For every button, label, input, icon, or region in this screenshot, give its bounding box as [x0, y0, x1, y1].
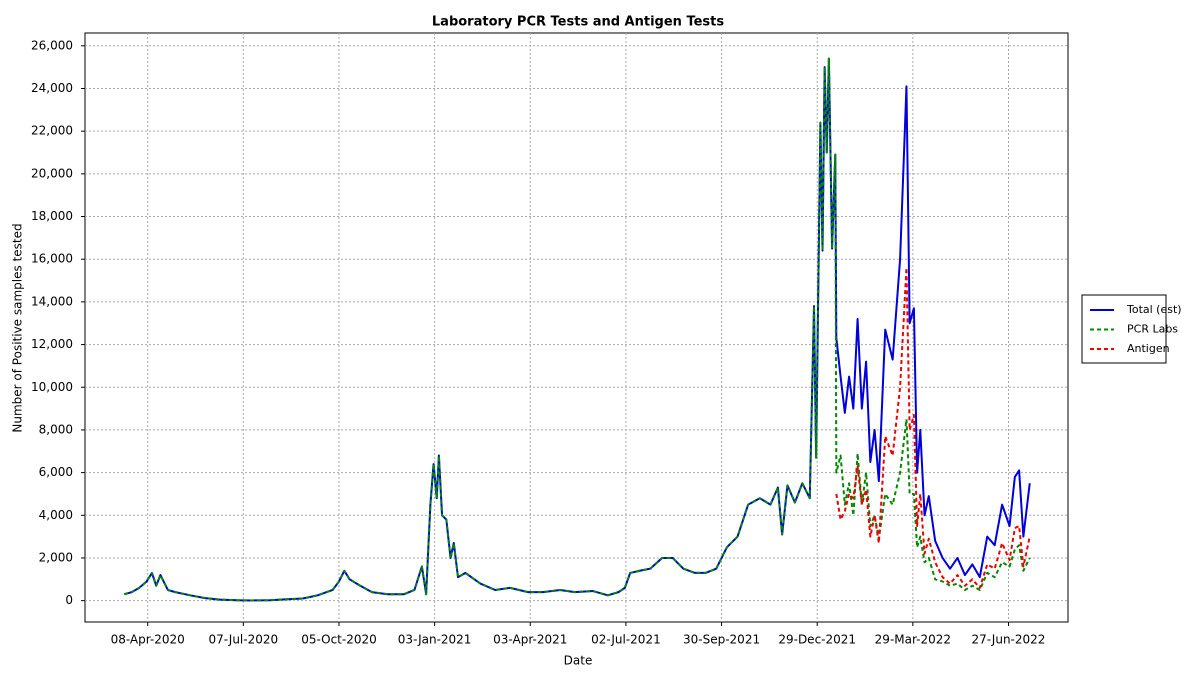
y-tick-label: 16,000 [31, 252, 73, 266]
x-tick-label: 08-Apr-2020 [111, 633, 185, 647]
x-tick-label: 07-Jul-2020 [209, 633, 279, 647]
x-tick-label: 02-Jul-2021 [591, 633, 661, 647]
y-axis-label: Number of Positive samples tested [11, 223, 25, 432]
y-tick-label: 24,000 [31, 81, 73, 95]
legend-label: Antigen [1127, 342, 1170, 355]
chart-title: Laboratory PCR Tests and Antigen Tests [432, 15, 724, 30]
y-tick-label: 4,000 [39, 508, 73, 522]
x-tick-label: 29-Mar-2022 [875, 633, 951, 647]
y-tick-label: 26,000 [31, 38, 73, 52]
x-tick-label: 27-Jun-2022 [972, 633, 1046, 647]
x-tick-label: 29-Dec-2021 [778, 633, 856, 647]
y-tick-label: 20,000 [31, 166, 73, 180]
series-line [835, 266, 1031, 589]
legend-label: Total (est) [1126, 303, 1182, 316]
x-tick-label: 30-Sep-2021 [683, 633, 760, 647]
y-tick-label: 18,000 [31, 209, 73, 223]
y-tick-label: 6,000 [39, 465, 73, 479]
y-tick-label: 12,000 [31, 337, 73, 351]
x-tick-label: 03-Apr-2021 [493, 633, 567, 647]
y-tick-label: 2,000 [39, 550, 73, 564]
y-tick-label: 10,000 [31, 380, 73, 394]
y-tick-label: 22,000 [31, 124, 73, 138]
y-tick-label: 14,000 [31, 294, 73, 308]
x-tick-label: 05-Oct-2020 [301, 633, 377, 647]
series-line [124, 57, 1031, 602]
y-tick-label: 8,000 [39, 422, 73, 436]
x-tick-label: 03-Jan-2021 [398, 633, 472, 647]
legend-label: PCR Labs [1127, 323, 1178, 336]
x-axis-label: Date [564, 654, 593, 668]
y-tick-label: 0 [65, 593, 73, 607]
legend-box [1081, 294, 1167, 364]
plot-frame [84, 32, 1069, 623]
